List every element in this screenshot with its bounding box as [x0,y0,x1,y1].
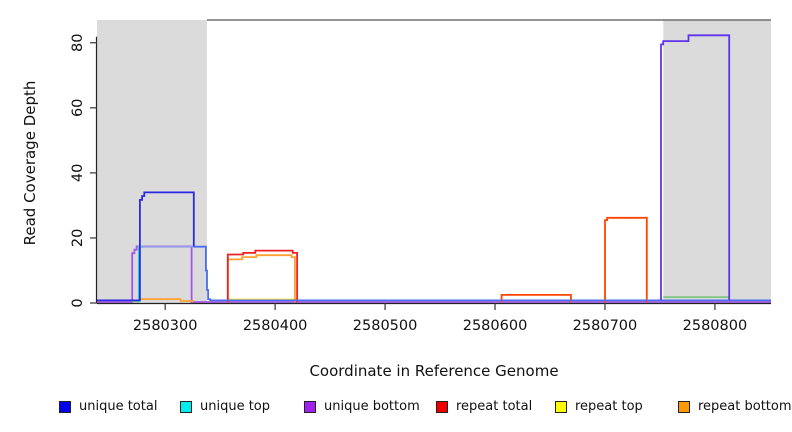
legend-item-repeat-top: repeat top [555,399,643,414]
y-axis-title: Read Coverage Depth [21,80,39,246]
legend-swatch-repeat-total [436,400,448,413]
legend-label: unique top [200,399,271,414]
tick-labels: 2580300 2580400 2580500 2580600 2580700 25808… [70,34,747,334]
shaded-region [97,20,207,303]
series-repeat-bottom-block [226,254,296,303]
series-repeat-bottom-bump [139,298,194,303]
series-repeat-block-2580700 [604,216,648,303]
series-unique-total-tail [193,245,771,302]
series-repeat-total-block [226,249,299,303]
legend-swatch-unique-bottom [304,400,316,413]
legend: unique total unique top unique bottom re… [0,399,792,423]
x-axis-title: Coordinate in Reference Genome [309,362,559,380]
legend-item-repeat-bottom: repeat bottom [678,399,792,414]
axes [90,36,771,310]
legend-swatch-repeat-top [555,400,567,413]
legend-item-unique-total: unique total [59,399,157,414]
x-tick-label: 2580700 [573,318,638,334]
legend-label: repeat bottom [698,399,792,414]
series-unique-combined-peak [660,34,731,301]
legend-item-unique-top: unique top [180,399,270,414]
series-repeat-block-2580606 [500,293,572,303]
legend-label: unique total [79,399,158,414]
series-lines [97,34,771,303]
legend-swatch-unique-top [180,400,192,413]
x-tick-label: 2580600 [463,318,528,334]
x-tick-label: 2580300 [133,318,198,334]
legend-swatch-unique-total [59,400,71,413]
legend-item-repeat-total: repeat total [436,399,532,414]
x-tick-label: 2580800 [683,318,748,334]
shaded-region [663,20,771,303]
x-tick-label: 2580400 [243,318,308,334]
y-tick-label: 60 [70,99,86,117]
legend-swatch-repeat-bottom [678,400,690,413]
legend-label: repeat top [575,399,643,414]
y-tick-label: 80 [70,34,86,52]
legend-item-unique-bottom: unique bottom [304,399,420,414]
legend-label: repeat total [456,399,533,414]
x-tick-label: 2580500 [353,318,418,334]
y-tick-label: 40 [70,164,86,182]
y-tick-label: 0 [70,298,86,307]
series-unique-total-main [97,191,195,302]
series-unique-bottom [97,245,771,303]
legend-label: unique bottom [324,399,420,414]
y-tick-label: 20 [70,229,86,247]
shaded-regions [97,20,771,303]
